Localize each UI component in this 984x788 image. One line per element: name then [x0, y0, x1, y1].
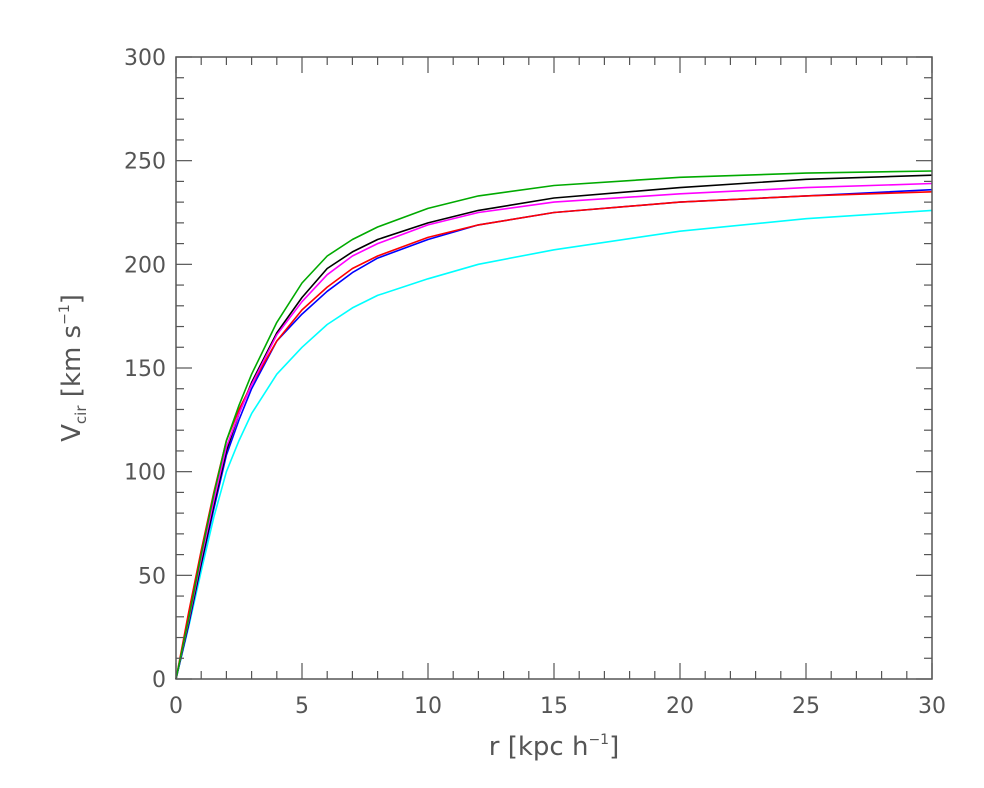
x-tick-label: 10 [414, 694, 442, 719]
y-tick-label: 100 [124, 461, 166, 486]
x-tick-label: 5 [295, 694, 309, 719]
y-axis-title-sub: cir [72, 405, 90, 424]
x-tick-label: 0 [169, 694, 183, 719]
y-axis-title: Vcir [km s−1] [57, 294, 90, 442]
y-tick-label: 50 [138, 564, 166, 589]
y-axis-title-main: V [57, 424, 87, 442]
y-tick-label: 250 [124, 150, 166, 175]
x-axis-title: r [kpc h−1] [489, 732, 620, 762]
series-line-0 [175, 209, 933, 680]
x-tick-label: 15 [540, 694, 568, 719]
series-lines [175, 170, 933, 680]
x-axis-title-main: r [489, 732, 500, 762]
y-tick-label: 300 [124, 46, 166, 71]
series-line-5 [175, 170, 933, 680]
x-axis-title-sup: −1 [588, 732, 609, 748]
y-tick-label: 0 [152, 668, 166, 693]
y-axis-title-close: ] [57, 294, 87, 304]
y-axis-title-sup: −1 [57, 304, 73, 325]
x-axis-title-unit: [kpc h [499, 732, 588, 762]
series-line-2 [175, 174, 933, 680]
y-tick-label: 150 [124, 357, 166, 382]
y-axis-title-unit: [km s [57, 325, 87, 406]
axis-ticks [175, 56, 933, 680]
x-axis-title-close: ] [609, 732, 619, 762]
series-line-4 [175, 182, 933, 680]
x-tick-label: 20 [666, 694, 694, 719]
y-tick-label: 200 [124, 253, 166, 278]
x-tick-label: 25 [792, 694, 820, 719]
x-tick-label: 30 [918, 694, 946, 719]
